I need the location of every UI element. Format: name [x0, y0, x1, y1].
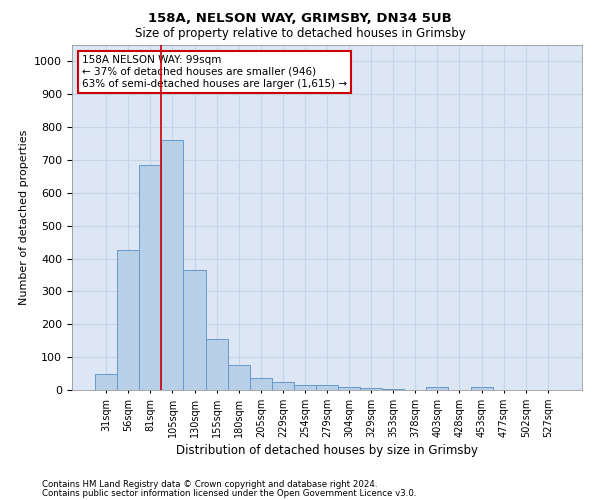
Text: Contains HM Land Registry data © Crown copyright and database right 2024.: Contains HM Land Registry data © Crown c…: [42, 480, 377, 489]
Bar: [184, 270, 206, 390]
Bar: [161, 140, 184, 390]
Bar: [470, 388, 493, 390]
Bar: [294, 385, 316, 390]
Y-axis label: Number of detached properties: Number of detached properties: [19, 130, 29, 305]
Bar: [360, 388, 382, 390]
Bar: [272, 382, 294, 390]
Text: 158A NELSON WAY: 99sqm
← 37% of detached houses are smaller (946)
63% of semi-de: 158A NELSON WAY: 99sqm ← 37% of detached…: [82, 56, 347, 88]
Bar: [95, 374, 117, 390]
X-axis label: Distribution of detached houses by size in Grimsby: Distribution of detached houses by size …: [176, 444, 478, 457]
Bar: [316, 385, 338, 390]
Bar: [250, 378, 272, 390]
Bar: [427, 388, 448, 390]
Text: 158A, NELSON WAY, GRIMSBY, DN34 5UB: 158A, NELSON WAY, GRIMSBY, DN34 5UB: [148, 12, 452, 26]
Bar: [338, 388, 360, 390]
Text: Size of property relative to detached houses in Grimsby: Size of property relative to detached ho…: [134, 28, 466, 40]
Bar: [139, 165, 161, 390]
Bar: [227, 366, 250, 390]
Bar: [117, 250, 139, 390]
Text: Contains public sector information licensed under the Open Government Licence v3: Contains public sector information licen…: [42, 489, 416, 498]
Bar: [206, 339, 227, 390]
